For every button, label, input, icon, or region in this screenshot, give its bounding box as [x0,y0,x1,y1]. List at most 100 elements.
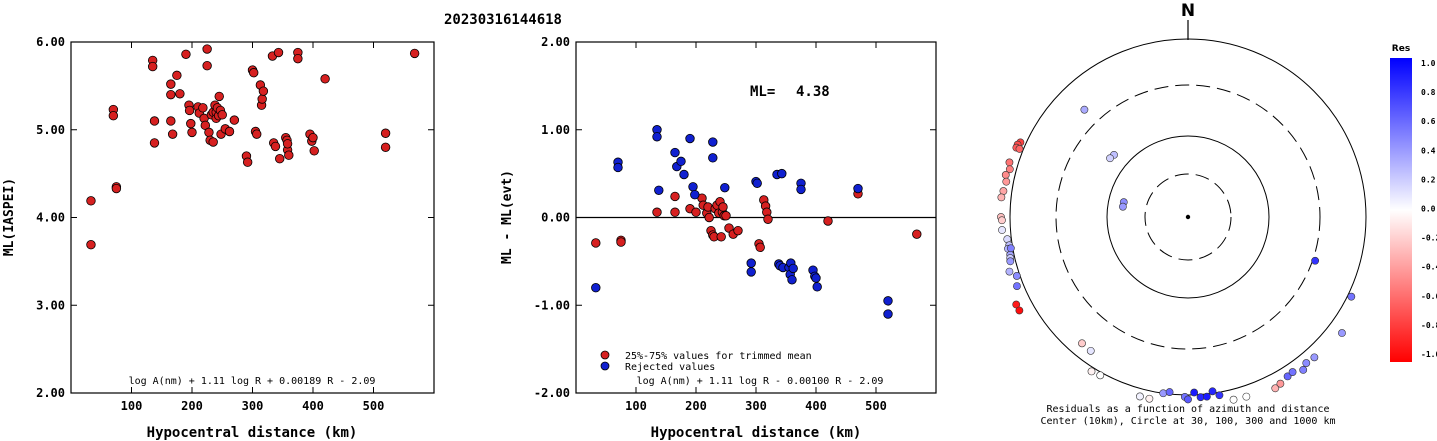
station-point [1159,389,1168,398]
station-point [1229,395,1238,404]
data-point [202,44,212,54]
station-point [1310,353,1319,362]
data-point [282,139,293,149]
station-point [1208,387,1217,396]
station-point [1338,329,1346,337]
y-tick-label: 1.00 [541,123,570,137]
station-point [1080,105,1089,114]
data-point [811,273,821,283]
data-point [149,116,160,126]
data-point [380,128,391,138]
data-point [746,267,756,277]
x-tick-label: 100 [121,399,143,413]
station-point [998,226,1006,234]
data-point [670,191,680,202]
data-point [275,154,285,164]
station-point [1136,392,1144,401]
data-point [208,137,218,147]
data-point [752,178,762,188]
station-point [1299,365,1308,374]
ml-label: ML= [750,84,775,100]
caption-line-2: Center (10km), Circle at 30, 100, 300 an… [1040,416,1335,427]
station-point [1283,372,1292,381]
station-point [1005,267,1014,276]
station-points [997,105,1356,404]
data-point [777,168,787,179]
colorbar-gradient [1390,58,1412,362]
y-tick-label: -1.00 [534,298,570,312]
data-point [229,115,240,125]
axis-ticks: 100 200 300 400 500 -2.00 -1.00 0.00 1.00 2.00 [534,35,936,413]
data-point [108,111,119,121]
colorbar-tick-label: -0.2 [1421,234,1437,243]
data-point [591,238,601,248]
station-point [997,193,1006,202]
station-point [1190,388,1199,397]
station-point [1002,177,1011,186]
station-point [1012,300,1021,309]
data-point [733,225,743,236]
station-point [1086,346,1095,355]
data-point [812,282,822,292]
data-point [691,207,701,217]
y-tick-label: 5.00 [36,123,65,137]
data-point [670,207,680,217]
residual-vs-distance-chart: 100 200 300 400 500 -2.00 -1.00 0.00 1.00 2.00 ML… [500,35,937,441]
legend-label-trimmed: 25%-75% values for trimmed mean [625,351,812,362]
x-tick-label: 500 [865,399,887,413]
data-point [670,147,680,158]
data-point [175,89,185,99]
north-label: N [1181,1,1195,21]
data-point [912,229,922,239]
data-point [654,185,664,195]
data-point [823,216,833,226]
station-point [1005,165,1014,174]
residual-colorbar: Res 1.0 0.8 0.6 0.4 0.2 0.0 -0.2 -0.4 -0.6 -0.8 -1… [1390,44,1437,362]
data-point [86,196,96,206]
ml-vs-distance-chart: 100 200 300 400 500 2.00 3.00 4.00 5.00 6.00 log … [2,35,435,441]
station-point [1005,158,1014,167]
distance-ring [1144,173,1232,261]
data-point [591,283,601,293]
data-point [652,132,662,142]
colorbar-tick-label: -0.4 [1421,263,1437,272]
data-point [273,47,284,58]
figure-title: 20230316144618 [444,12,562,28]
station-point [1015,145,1024,153]
y-tick-label: -2.00 [534,386,570,400]
station-point [1242,392,1251,401]
annotation-formula: log A(nm) + 1.11 log R - 0.00100 R - 2.0… [637,376,884,387]
y-axis-label: ML(IASPEI) [2,178,17,256]
data-point [708,153,718,163]
data-point [293,53,303,64]
station-point [1118,202,1127,211]
station-point [1096,371,1105,380]
data-point [284,150,294,160]
data-points [86,44,420,250]
data-point [763,214,773,224]
colorbar-tick-label: -0.6 [1421,292,1437,301]
station-point [1006,257,1015,266]
data-point [380,142,391,153]
data-point [224,126,235,137]
x-tick-label: 200 [685,399,707,413]
data-point [613,162,623,173]
station-point [1165,388,1174,396]
data-point [796,184,806,195]
station-point [1311,256,1320,265]
data-point [708,137,718,147]
station-point [1271,384,1280,393]
colorbar-tick-label: -1.0 [1421,350,1437,359]
colorbar-title: Res [1392,44,1410,54]
station-point [1347,292,1356,301]
x-tick-label: 300 [242,399,264,413]
data-point [716,232,726,242]
legend-marker-trimmed [600,350,610,360]
station-point [1012,272,1021,280]
station-point [1184,395,1192,404]
azimuth-residual-map: N Residuals as a function of azimuth and… [997,1,1367,427]
colorbar-tick-label: 0.4 [1421,146,1436,155]
data-point [720,182,730,193]
distance-ring [1055,84,1321,350]
